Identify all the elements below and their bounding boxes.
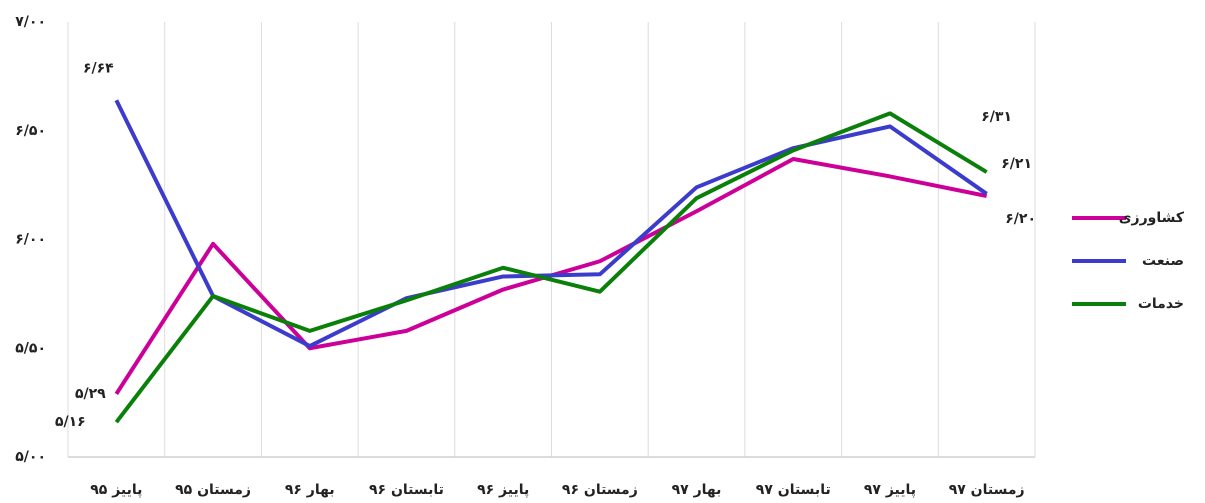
y-tick-label: ۵/۵۰: [15, 340, 46, 356]
data-label: ۶/۲۰: [1005, 211, 1036, 227]
x-tick-label: زمستان ۹۷: [949, 482, 1025, 498]
legend-label: کشاورزی: [1119, 210, 1185, 226]
x-tick-label: تابستان ۹۶: [369, 482, 444, 498]
legend-label: صنعت: [1142, 253, 1184, 269]
data-label: ۵/۲۹: [75, 386, 106, 402]
y-tick-label: ۶/۰۰: [15, 232, 46, 248]
x-tick-label: پاییز ۹۶: [477, 482, 529, 498]
data-label: ۶/۲۱: [1001, 156, 1032, 172]
series-line: [114, 111, 988, 424]
data-label: ۶/۳۱: [981, 109, 1012, 125]
y-tick-label: ۵/۰۰: [15, 449, 46, 465]
series-line: [114, 99, 988, 349]
x-tick-label: زمستان ۹۶: [562, 482, 638, 498]
y-tick-label: ۶/۵۰: [15, 123, 46, 139]
x-tick-label: بهار ۹۷: [672, 482, 722, 498]
y-tick-label: ۷/۰۰: [15, 14, 46, 30]
legend-label: خدمات: [1138, 296, 1184, 312]
x-tick-label: زمستان ۹۵: [175, 482, 251, 498]
data-label: ۶/۶۴: [83, 60, 114, 76]
data-label: ۵/۱۶: [55, 414, 86, 430]
x-tick-label: بهار ۹۶: [285, 482, 335, 498]
x-tick-label: پاییز ۹۵: [90, 482, 142, 498]
x-tick-label: پاییز ۹۷: [864, 482, 916, 498]
x-tick-label: تابستان ۹۷: [756, 482, 831, 498]
